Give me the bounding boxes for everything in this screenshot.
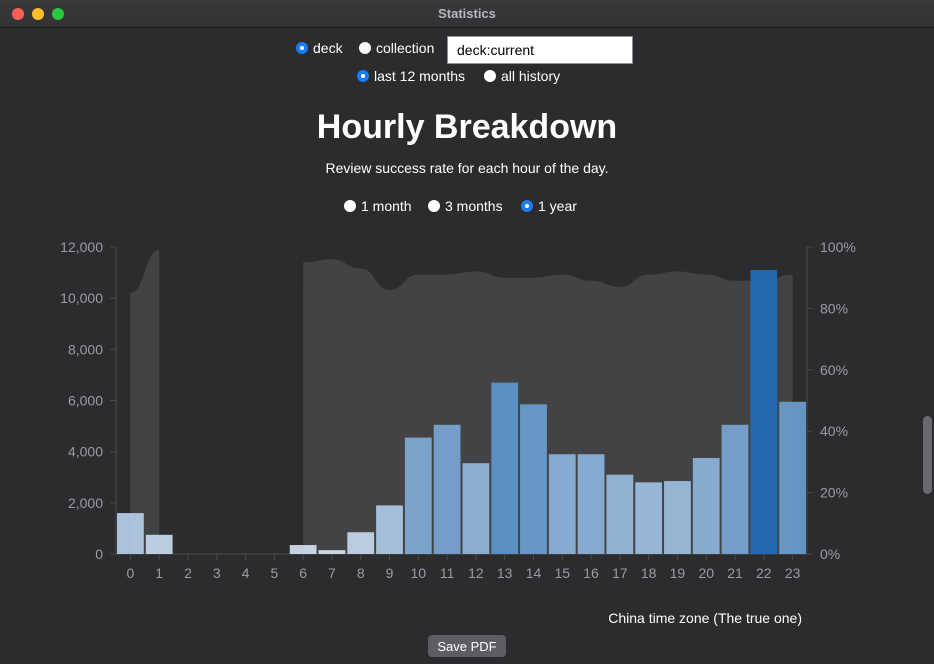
bar-hour-23 [779,401,806,554]
scrollbar-thumb[interactable] [923,416,932,494]
timezone-note: China time zone (The true one) [608,610,802,626]
scope-deck-label: deck [313,40,343,56]
x-tick-label: 7 [328,565,336,581]
bar-hour-11 [433,424,461,554]
y-right-tick-label: 80% [820,300,848,316]
x-tick-label: 9 [386,565,394,581]
period-3-months-label: 3 months [445,198,503,214]
scope-deck-radio[interactable]: deck [296,40,343,56]
bar-hour-22 [750,270,778,554]
range-all-history-label: all history [501,68,561,84]
x-tick-label: 11 [440,565,455,581]
y-left-tick-label: 4,000 [68,444,103,460]
graph-title: Hourly Breakdown [316,108,618,146]
y-right-tick-label: 40% [820,423,848,439]
y-left-tick-label: 6,000 [68,393,103,409]
x-tick-label: 23 [785,565,801,581]
radio-indicator [344,200,356,212]
x-tick-label: 14 [526,565,542,581]
x-tick-label: 6 [299,565,307,581]
save-pdf-button[interactable]: Save PDF [428,635,506,657]
scope-collection-label: collection [376,40,435,56]
title-bar: Statistics [0,0,934,28]
y-right-tick-label: 0% [820,546,840,562]
x-tick-label: 13 [497,565,513,581]
bar-hour-21 [721,424,749,554]
y-right-tick-label: 60% [820,362,848,378]
radio-indicator [428,200,440,212]
x-tick-label: 4 [242,565,250,581]
period-1-year-radio[interactable]: 1 year [521,198,577,214]
x-tick-label: 1 [155,565,163,581]
y-left-tick-label: 0 [95,546,103,562]
y-left-tick-label: 10,000 [60,290,103,306]
close-window-button[interactable] [12,8,24,20]
radio-indicator [357,70,369,82]
radio-indicator [521,200,533,212]
x-tick-label: 0 [126,565,134,581]
statistics-content: deck collection last 12 months all histo… [0,28,934,664]
radio-indicator [296,42,308,54]
bar-hour-7 [318,550,346,554]
bar-hour-6 [289,545,317,554]
bar-hour-14 [520,404,547,554]
bar-hour-1 [145,534,173,554]
y-right-tick-label: 100% [820,239,856,255]
bar-hour-19 [664,481,691,554]
radio-indicator [484,70,496,82]
y-right-tick-label: 20% [820,485,848,501]
window-title: Statistics [438,6,496,21]
bar-hour-9 [376,505,403,554]
zoom-window-button[interactable] [52,8,64,20]
bar-hour-17 [606,474,634,554]
range-last-12-months-radio[interactable]: last 12 months [357,68,465,84]
bar-hour-15 [548,454,576,554]
x-tick-label: 3 [213,565,221,581]
x-tick-label: 18 [641,565,657,581]
x-tick-label: 2 [184,565,192,581]
x-tick-label: 20 [698,565,714,581]
bar-hour-0 [117,513,144,554]
x-tick-label: 16 [583,565,599,581]
bar-hour-8 [347,532,375,554]
bar-hour-20 [692,458,720,554]
bar-hour-10 [404,437,432,554]
x-tick-label: 8 [357,565,365,581]
x-tick-label: 5 [270,565,278,581]
bar-hour-13 [491,382,519,554]
graph-subtitle: Review success rate for each hour of the… [325,160,609,176]
x-tick-label: 15 [554,565,570,581]
x-tick-label: 21 [727,565,743,581]
range-all-history-radio[interactable]: all history [484,68,560,84]
y-left-tick-label: 8,000 [68,341,103,357]
period-1-month-label: 1 month [361,198,412,214]
x-tick-label: 19 [670,565,686,581]
vertical-scrollbar[interactable] [921,416,934,494]
x-tick-label: 10 [411,565,427,581]
y-left-tick-label: 2,000 [68,495,103,511]
search-input[interactable] [447,36,633,64]
range-last-12-months-label: last 12 months [374,68,466,84]
success-rate-area-0 [130,250,160,554]
bar-hour-16 [577,454,605,554]
minimize-window-button[interactable] [32,8,44,20]
y-left-tick-label: 12,000 [60,239,103,255]
period-1-year-label: 1 year [538,198,577,214]
scope-collection-radio[interactable]: collection [359,40,434,56]
x-tick-label: 22 [756,565,772,581]
period-3-months-radio[interactable]: 3 months [428,198,503,214]
bar-hour-18 [635,482,663,554]
radio-indicator [359,42,371,54]
x-tick-label: 17 [612,565,628,581]
bar-hour-12 [462,463,490,554]
period-1-month-radio[interactable]: 1 month [344,198,412,214]
x-tick-label: 12 [468,565,484,581]
